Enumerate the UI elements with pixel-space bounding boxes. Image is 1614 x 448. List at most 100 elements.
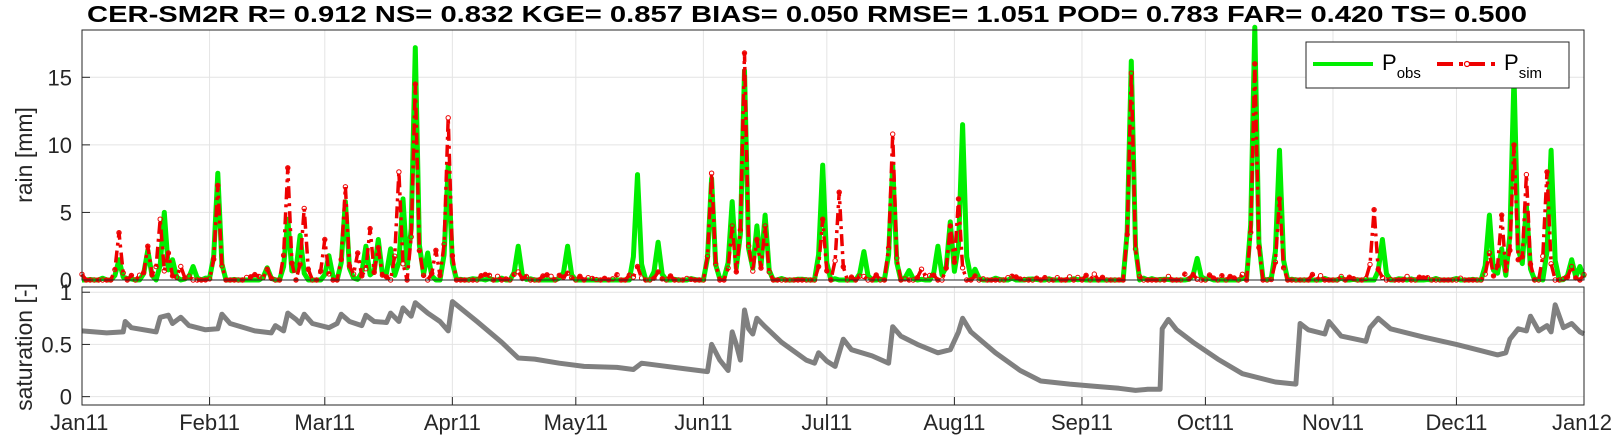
sim-rain-point	[1066, 274, 1073, 280]
sim-rain-point	[396, 169, 402, 175]
x-tick-4: May11	[544, 410, 608, 435]
sim-rain-point	[486, 272, 493, 278]
sim-rain-point	[433, 247, 439, 254]
sim-rain-point	[145, 243, 151, 249]
sim-rain-point	[741, 50, 748, 56]
sim-rain-point	[955, 196, 962, 202]
x-tick-3: Apr11	[424, 410, 481, 435]
rain-y-tick-1: 5	[60, 200, 72, 225]
sim-rain-point	[729, 223, 735, 229]
sim-rain-point	[1511, 142, 1517, 148]
sim-rain-point	[824, 268, 830, 274]
sim-rain-point	[441, 241, 447, 248]
sim-rain-point	[931, 272, 937, 278]
sim-rain-point	[346, 263, 353, 269]
sim-rain-point	[577, 273, 583, 279]
sim-rain-point	[363, 266, 369, 272]
sim-rain-point	[136, 272, 143, 278]
x-tick-12: Jan12	[1552, 410, 1612, 435]
sim-rain-point	[1132, 246, 1139, 252]
sim-rain-point	[762, 223, 768, 229]
saturation-y-tick-1: 0.5	[41, 332, 72, 357]
sim-rain-point	[408, 234, 414, 240]
sim-rain-point	[840, 264, 846, 270]
sim-rain-point	[1486, 250, 1493, 256]
sim-rain-point	[943, 265, 949, 271]
sim-rain-point	[1523, 171, 1530, 178]
x-tick-6: Jul11	[801, 410, 852, 435]
sim-rain-point	[766, 269, 772, 275]
saturation-panel: 00.51 saturation [-]	[11, 280, 1586, 411]
sim-rain-point	[367, 225, 373, 232]
sim-rain-point	[1186, 276, 1192, 282]
saturation-y-ticks: 00.51	[41, 280, 90, 410]
chart-title: CER-SM2R R= 0.912 NS= 0.832 KGE= 0.857 B…	[87, 1, 1527, 27]
sim-rain-point	[178, 263, 184, 270]
sim-rain-point	[186, 273, 192, 279]
sim-rain-point	[1363, 275, 1369, 282]
sim-rain-point	[548, 273, 554, 279]
rain-y-ticks: 0 5 10 15	[48, 65, 90, 293]
sim-rain-point	[1490, 273, 1497, 279]
sim-rain-point	[173, 274, 180, 280]
sim-rain-point	[1165, 273, 1172, 280]
sim-rain-point	[248, 274, 254, 280]
sim-rain-point	[1239, 271, 1246, 277]
x-tick-9: Oct11	[1177, 410, 1234, 435]
saturation-line	[81, 299, 1586, 393]
sim-rain-point	[1276, 196, 1283, 202]
x-tick-5: Jun11	[674, 410, 732, 435]
rain-y-label: rain [mm]	[11, 107, 37, 203]
sim-rain-point	[634, 263, 641, 270]
sim-rain-point	[215, 182, 221, 189]
sim-rain-point	[630, 274, 637, 280]
sim-rain-point	[219, 263, 225, 269]
sim-rain-point	[350, 271, 357, 277]
sim-rain-point	[614, 272, 620, 278]
sim-rain-point	[359, 273, 365, 279]
sim-rain-point	[523, 273, 530, 280]
sim-rain-point	[322, 236, 328, 243]
sim-rain-point	[375, 244, 381, 251]
sim-rain-point	[371, 269, 377, 275]
sim-rain-point	[1272, 259, 1279, 265]
rain-axes-box	[81, 29, 1585, 281]
sim-rain-point	[754, 236, 760, 243]
sim-rain-point	[412, 81, 418, 87]
sim-rain-point	[1375, 266, 1381, 273]
sim-rain-point	[1548, 261, 1554, 267]
sim-rain-point	[1569, 263, 1575, 270]
sim-rain-point	[1013, 274, 1019, 280]
sim-rain-point	[301, 205, 307, 212]
sim-rain-point	[713, 261, 719, 267]
sim-rain-point	[1124, 231, 1130, 238]
x-tick-11: Dec11	[1425, 410, 1487, 435]
sim-rain-point	[733, 269, 739, 275]
sim-rain-point	[1367, 261, 1373, 268]
sim-rain-point	[560, 274, 567, 280]
sim-rain-point	[564, 270, 571, 276]
sim-rain-point	[128, 272, 135, 279]
legend-obs-subscript: obs	[1397, 65, 1421, 82]
sim-rain-point	[161, 268, 168, 274]
x-tick-8: Sep11	[1051, 410, 1113, 435]
sim-rain-point	[1540, 253, 1546, 259]
sim-rain-point	[758, 265, 764, 271]
sim-rain-point	[918, 266, 925, 272]
sim-rain-point	[264, 266, 270, 272]
sim-rain-point	[725, 265, 731, 271]
sim-rain-point	[1503, 267, 1509, 273]
sim-rain-point	[297, 261, 303, 267]
sim-rain-point	[959, 265, 966, 271]
x-tick-labels: Jan11 Feb11 Mar11 Apr11 May11 Jun11 Jul11 Aug11…	[50, 397, 1612, 435]
sim-rain-point	[157, 216, 163, 222]
sim-rain-point	[116, 230, 122, 236]
sim-rain-point	[342, 184, 349, 190]
rain-y-tick-0: 0	[60, 268, 72, 293]
sim-rain-point	[1317, 273, 1324, 279]
sim-rain-point	[861, 273, 867, 280]
sim-rain-point	[815, 263, 822, 270]
sim-rain-point	[1190, 271, 1196, 278]
sim-rain-point	[112, 266, 118, 273]
